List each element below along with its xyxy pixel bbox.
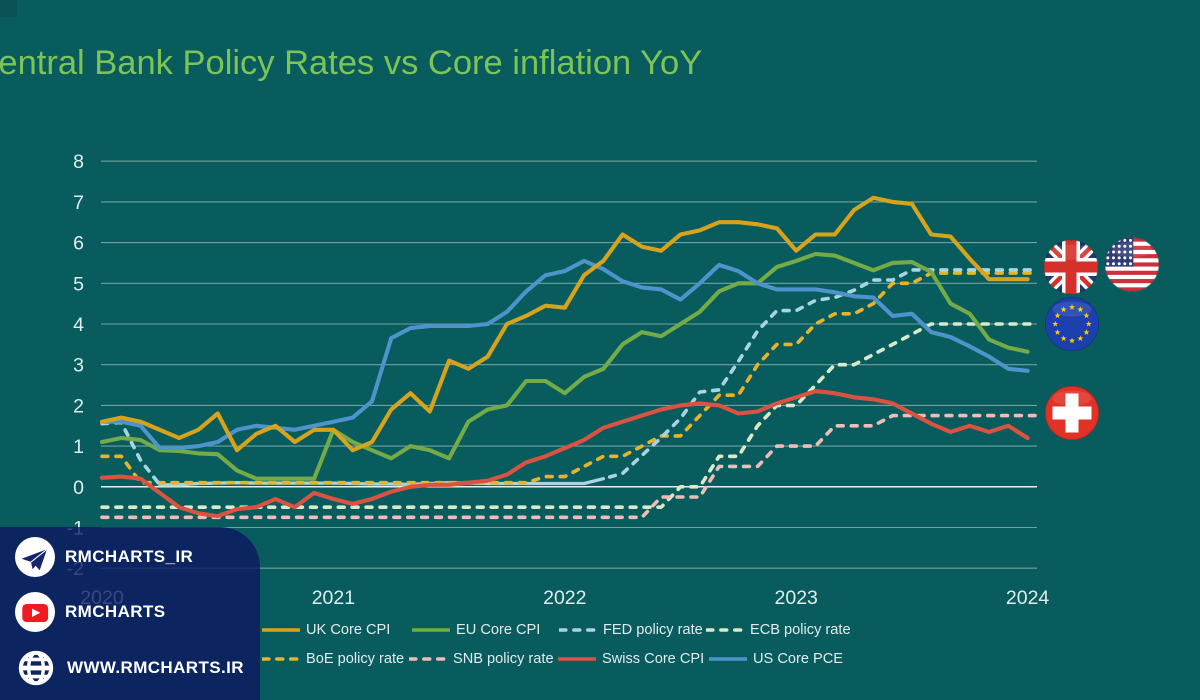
svg-text:2021: 2021: [312, 587, 355, 609]
svg-text:0: 0: [73, 477, 84, 499]
svg-text:4: 4: [73, 314, 84, 336]
svg-text:8: 8: [73, 151, 84, 173]
svg-text:7: 7: [73, 192, 84, 214]
svg-text:3: 3: [73, 355, 84, 377]
svg-text:5: 5: [73, 273, 84, 295]
svg-text:1: 1: [73, 436, 84, 458]
svg-text:6: 6: [73, 233, 84, 255]
svg-text:2: 2: [73, 395, 84, 417]
svg-text:2023: 2023: [775, 587, 818, 609]
svg-text:2022: 2022: [543, 587, 586, 609]
svg-text:2024: 2024: [1006, 587, 1050, 609]
